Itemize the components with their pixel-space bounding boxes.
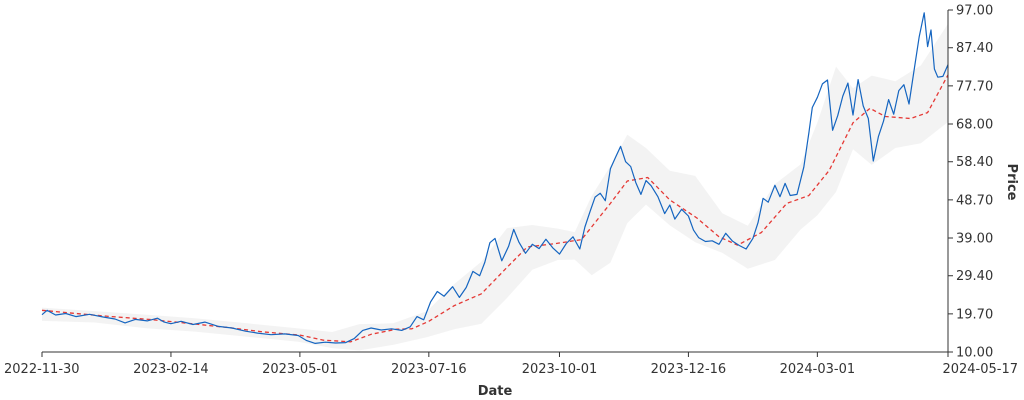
x-tick-label: 2023-05-01 [262, 362, 338, 377]
y-tick-label: 77.70 [956, 79, 993, 94]
y-tick-label: 97.00 [956, 4, 993, 19]
x-tick-label: 2022-11-30 [4, 362, 80, 377]
y-tick-label: 58.40 [956, 155, 993, 170]
y-tick-label: 48.70 [956, 193, 993, 208]
moving-average-line [41, 74, 949, 343]
x-tick-label: 2024-03-01 [780, 362, 856, 377]
y-tick-label: 39.00 [956, 232, 993, 247]
y-tick-label: 10.00 [956, 346, 993, 361]
x-tick-label: 2023-07-16 [391, 362, 467, 377]
x-tick-label: 2023-12-16 [651, 362, 727, 377]
band-layer [42, 23, 948, 351]
x-tick-label: 2023-10-01 [522, 362, 598, 377]
y-tick-label: 19.70 [956, 307, 993, 322]
axis-layer: 2022-11-30 2023-02-14 2023-05-01 2023-07-16… [4, 4, 1018, 378]
y-tick-label: 29.40 [956, 269, 993, 284]
y-tick-label: 87.40 [956, 41, 993, 56]
band-area [42, 23, 948, 351]
x-tick-label: 2023-02-14 [133, 362, 209, 377]
x-tick-label: 2024-05-17 [942, 362, 1018, 377]
y-tick-label: 68.00 [956, 118, 993, 133]
x-axis-title: Date [478, 384, 513, 399]
y-axis-title: Price [1004, 164, 1019, 201]
series-layer [41, 12, 949, 344]
price-line [41, 12, 949, 344]
